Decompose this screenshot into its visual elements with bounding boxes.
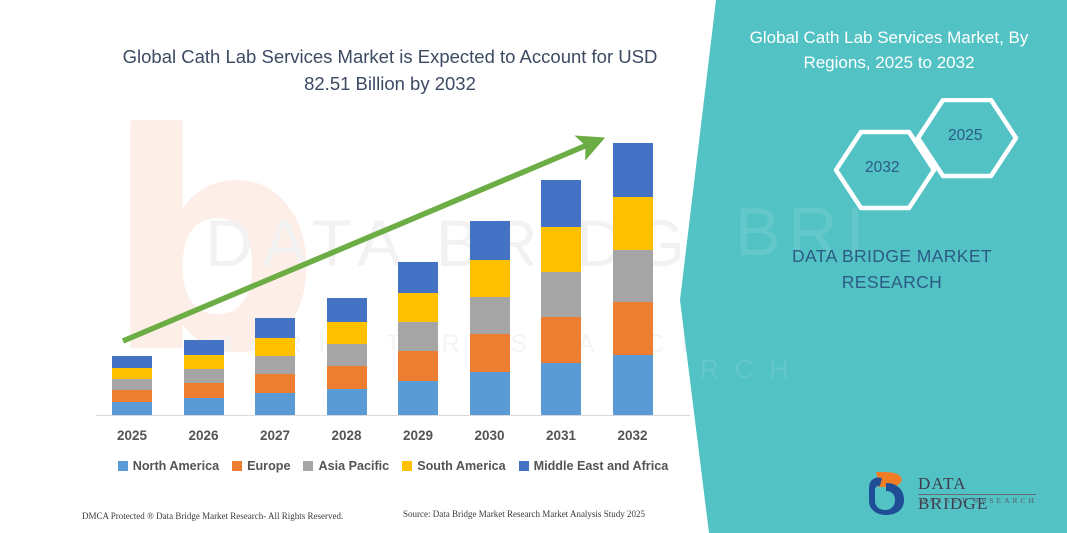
logo-name: DATA BRIDGE xyxy=(918,474,989,513)
bar-segment-2031-south-america xyxy=(541,227,581,272)
bar-segment-2032-north-america xyxy=(612,355,653,415)
bar-2027 xyxy=(255,318,295,415)
legend-item-europe[interactable]: Europe xyxy=(232,459,290,473)
x-axis-label-2025: 2025 xyxy=(116,428,148,443)
chart-baseline-axis xyxy=(96,415,690,416)
footer-source: Source: Data Bridge Market Research Mark… xyxy=(403,509,645,519)
bar-2032 xyxy=(612,143,653,415)
bar-segment-2027-europe xyxy=(255,374,295,393)
bar-segment-2029-north-america xyxy=(398,381,438,415)
bar-segment-2030-south-america xyxy=(469,260,510,297)
bar-2031 xyxy=(541,180,581,415)
bar-segment-2028-europe xyxy=(326,366,367,389)
bar-2025 xyxy=(112,356,152,415)
bar-segment-2032-south-america xyxy=(612,197,653,250)
legend-item-north-america[interactable]: North America xyxy=(117,459,220,473)
legend-label: Asia Pacific xyxy=(318,459,390,473)
bar-segment-2032-europe xyxy=(612,302,653,355)
bar-segment-2025-north-america xyxy=(112,402,152,415)
bar-segment-2027-middle-east-and-africa xyxy=(255,318,295,338)
legend-swatch-icon xyxy=(402,461,413,471)
bar-segment-2030-north-america xyxy=(469,372,510,415)
hexagon-2032-shape xyxy=(833,129,937,211)
bar-segment-2029-europe xyxy=(398,351,438,381)
bar-segment-2028-asia-pacific xyxy=(326,344,367,366)
bar-segment-2028-middle-east-and-africa xyxy=(326,298,367,322)
x-axis-label-2031: 2031 xyxy=(545,428,577,443)
bar-segment-2029-asia-pacific xyxy=(398,322,438,351)
x-axis-label-2027: 2027 xyxy=(259,428,291,443)
bar-segment-2032-asia-pacific xyxy=(612,250,653,302)
data-bridge-logo: DATA BRIDGE MARKET RESEARCH xyxy=(866,470,1041,518)
bar-segment-2032-middle-east-and-africa xyxy=(612,143,653,197)
bar-segment-2030-europe xyxy=(469,334,510,372)
bar-segment-2025-asia-pacific xyxy=(112,379,152,390)
bar-segment-2026-north-america xyxy=(183,398,224,415)
x-axis-label-2028: 2028 xyxy=(331,428,362,443)
chart-legend: North America Europe Asia Pacific South Ame… xyxy=(96,459,690,473)
bar-segment-2029-middle-east-and-africa xyxy=(398,262,438,293)
bar-segment-2026-europe xyxy=(183,383,224,398)
bar-segment-2027-asia-pacific xyxy=(255,356,295,374)
footer-copyright: DMCA Protected ® Data Bridge Market Rese… xyxy=(82,511,344,521)
x-axis-label-2026: 2026 xyxy=(188,428,219,443)
legend-swatch-icon xyxy=(303,461,314,471)
hexagon-2025-shape xyxy=(915,97,1019,179)
x-axis-label-2029: 2029 xyxy=(402,428,434,443)
chart-title: Global Cath Lab Services Market is Expec… xyxy=(122,46,658,94)
bar-chart-bars xyxy=(96,120,690,415)
legend-swatch-icon xyxy=(232,461,243,471)
hexagon-label-2025: 2025 xyxy=(948,127,983,144)
bar-segment-2025-europe xyxy=(112,390,152,402)
bar-segment-2030-middle-east-and-africa xyxy=(469,221,510,260)
bar-2026 xyxy=(183,340,224,415)
panel-brand-line2: RESEARCH xyxy=(841,272,943,293)
hexagon-group: 2025 2032 xyxy=(820,97,1030,213)
hexagon-label-2032: 2032 xyxy=(865,159,900,176)
legend-swatch-icon xyxy=(117,461,128,471)
legend-label: North America xyxy=(132,459,220,473)
legend-label: Middle East and Africa xyxy=(533,459,669,473)
bar-segment-2029-south-america xyxy=(398,293,438,322)
bar-segment-2027-north-america xyxy=(255,393,295,415)
bar-2030 xyxy=(469,221,510,415)
bar-segment-2031-asia-pacific xyxy=(541,272,581,317)
bar-segment-2028-south-america xyxy=(326,322,367,344)
legend-label: Europe xyxy=(247,459,291,473)
logo-subtitle: MARKET RESEARCH xyxy=(919,496,1038,505)
bar-2029 xyxy=(398,262,438,415)
logo-b-mark xyxy=(869,472,904,515)
legend-item-asia-pacific[interactable]: Asia Pacific xyxy=(303,459,389,473)
bar-segment-2031-middle-east-and-africa xyxy=(541,180,581,227)
bar-segment-2028-north-america xyxy=(326,389,367,415)
bar-segment-2025-south-america xyxy=(112,368,152,379)
x-axis-label-2032: 2032 xyxy=(617,428,648,443)
bar-segment-2031-north-america xyxy=(541,363,581,415)
bar-segment-2026-asia-pacific xyxy=(183,369,224,383)
bar-segment-2027-south-america xyxy=(255,338,295,356)
bar-segment-2025-middle-east-and-africa xyxy=(112,356,152,368)
logo-divider xyxy=(918,494,1036,495)
panel-brand-line1: DATA BRIDGE MARKET xyxy=(791,246,993,266)
x-axis-label-2030: 2030 xyxy=(474,428,505,443)
bar-segment-2026-middle-east-and-africa xyxy=(183,340,224,355)
legend-item-middle-east-and-africa[interactable]: Middle East and Africa xyxy=(518,459,669,473)
panel-brand-name: DATA BRIDGE MARKET RESEARCH xyxy=(772,243,1012,296)
panel-title: Global Cath Lab Services Market, By Regi… xyxy=(749,28,1029,72)
legend-label: South America xyxy=(417,459,506,473)
bar-2028 xyxy=(326,298,367,415)
legend-swatch-icon xyxy=(518,461,529,471)
bar-segment-2030-asia-pacific xyxy=(469,297,510,334)
bar-segment-2031-europe xyxy=(541,317,581,363)
legend-item-south-america[interactable]: South America xyxy=(402,459,506,473)
x-axis-labels: 2025 2026 2027 2028 2029 2030 2031 2032 xyxy=(96,428,690,450)
bar-segment-2026-south-america xyxy=(183,355,224,369)
